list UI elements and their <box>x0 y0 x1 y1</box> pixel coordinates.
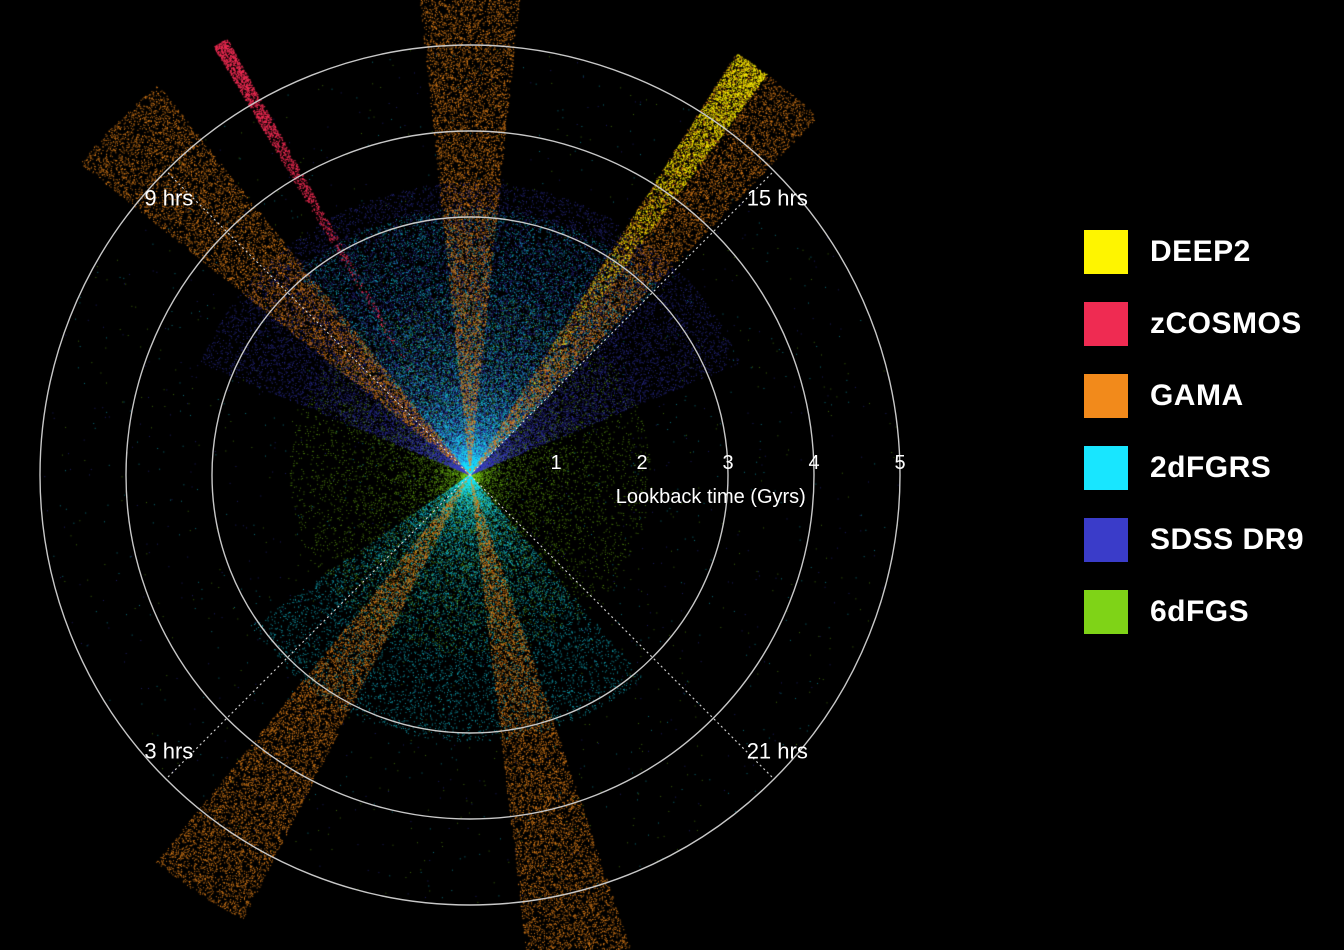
legend-label: SDSS DR9 <box>1150 523 1304 557</box>
legend-swatch <box>1084 446 1128 490</box>
legend-swatch <box>1084 374 1128 418</box>
legend-item: 2dFGRS <box>1084 446 1304 490</box>
legend-swatch <box>1084 518 1128 562</box>
legend-item: SDSS DR9 <box>1084 518 1304 562</box>
legend-swatch <box>1084 590 1128 634</box>
legend-label: 2dFGRS <box>1150 451 1271 485</box>
legend-item: zCOSMOS <box>1084 302 1304 346</box>
legend-item: DEEP2 <box>1084 230 1304 274</box>
legend-swatch <box>1084 230 1128 274</box>
legend-label: DEEP2 <box>1150 235 1251 269</box>
legend-label: zCOSMOS <box>1150 307 1302 341</box>
chart-root: 12345Lookback time (Gyrs)3 hrs9 hrs15 hr… <box>0 0 1344 950</box>
legend-label: GAMA <box>1150 379 1244 413</box>
legend-label: 6dFGS <box>1150 595 1249 629</box>
legend-swatch <box>1084 302 1128 346</box>
legend-item: GAMA <box>1084 374 1304 418</box>
legend: DEEP2 zCOSMOS GAMA 2dFGRS SDSS DR9 6dFGS <box>1084 230 1304 662</box>
legend-item: 6dFGS <box>1084 590 1304 634</box>
